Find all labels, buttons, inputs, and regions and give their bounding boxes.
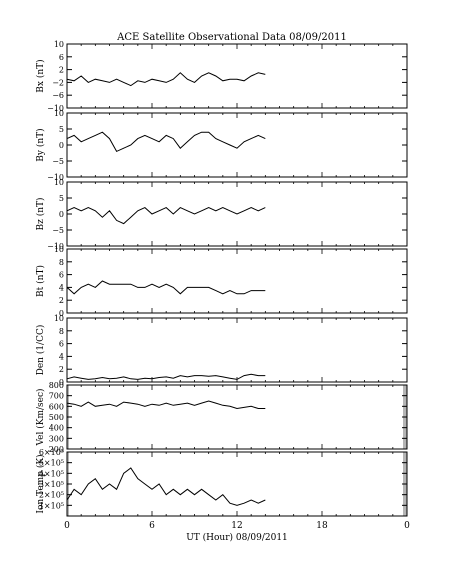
y-tick-label: 10: [54, 40, 64, 49]
y-tick-label: 0: [59, 141, 64, 150]
panel-2: 10 5 0 −5 −10 By (nT): [35, 109, 408, 182]
series-line: [66, 280, 266, 295]
y-tick-label: 6: [59, 53, 64, 62]
y-tick-label: 500: [49, 413, 64, 422]
y-tick-label: 4: [59, 352, 64, 361]
y-tick-label: 800: [49, 381, 64, 390]
y-tick-label: 0: [59, 210, 64, 219]
y-tick-label: 6×10⁵: [39, 448, 64, 457]
panel-frame: [66, 384, 408, 450]
y-axis-label: Bz (nT): [35, 197, 46, 230]
series-line: [66, 400, 266, 410]
y-tick-label: 0: [59, 378, 64, 387]
y-tick-label: 10: [54, 245, 64, 254]
panel-frame: [66, 43, 408, 109]
series-line: [66, 131, 266, 153]
panel-frame: [66, 451, 408, 517]
y-axis-label: Bt (nT): [35, 265, 46, 297]
y-tick-label: 2×10⁵: [39, 491, 64, 500]
y-tick-label: 400: [49, 424, 64, 433]
y-axis-label: Bx (nT): [35, 59, 46, 92]
y-tick-label: 700: [49, 392, 64, 401]
y-tick-label: 10: [54, 178, 64, 187]
x-tick-label: 0: [64, 521, 70, 531]
x-tick-label: 0: [404, 521, 410, 531]
y-tick-label: 8: [59, 258, 64, 267]
y-tick-label: 2: [59, 365, 64, 374]
panel-frame: [66, 112, 408, 178]
y-tick-label: 4: [59, 283, 64, 292]
series-line: [66, 207, 266, 225]
y-tick-label: 600: [49, 402, 64, 411]
y-tick-label: −5: [52, 226, 64, 235]
y-tick-label: 10: [54, 314, 64, 323]
x-axis-label: UT (Hour) 08/09/2011: [186, 532, 288, 543]
y-tick-label: 1×10⁵: [39, 501, 64, 510]
y-tick-label: −10: [47, 104, 64, 113]
panel-1: 10 6 2 −2 −6 −10 Bx (nT): [35, 40, 408, 113]
y-tick-label: −10: [47, 242, 64, 251]
y-tick-label: 4×10⁵: [39, 469, 64, 478]
y-tick-label: −5: [52, 157, 64, 166]
y-tick-label: 2: [59, 296, 64, 305]
y-tick-label: 6: [59, 271, 64, 280]
panel-frame: [66, 248, 408, 314]
y-tick-label: 200: [49, 445, 64, 454]
y-axis-label: Den (1/CC): [35, 325, 46, 376]
y-tick-label: 300: [49, 434, 64, 443]
chart-title: ACE Satellite Observational Data 08/09/2…: [116, 32, 347, 43]
y-tick-label: −10: [47, 173, 64, 182]
y-tick-label: −2: [52, 78, 64, 87]
panel-frame: [66, 317, 408, 383]
y-tick-label: 6: [59, 340, 64, 349]
series-line: [66, 72, 266, 87]
y-tick-label: 0: [59, 309, 64, 318]
x-tick-label: 18: [316, 521, 328, 531]
y-axis-label: Vel (Km/sec): [35, 388, 46, 446]
y-axis-label: By (nT): [35, 128, 46, 161]
panel-5: 10 8 6 4 2 0 Den (1/CC): [35, 314, 408, 387]
panel-3: 10 5 0 −5 −10 Bz (nT): [35, 178, 408, 251]
x-axis: 0 6 12 18 0: [64, 521, 410, 531]
panels: 10 6 2 −2 −6 −10 Bx (nT) 10 5 0 −5 −10 By (nT) 10 5 0 −5…: [35, 40, 408, 517]
series-line: [66, 373, 266, 380]
y-axis-label: Ion Temp (K): [35, 454, 46, 513]
y-tick-label: 5: [59, 125, 64, 134]
series-line: [66, 467, 266, 506]
y-tick-label: 3×10⁵: [39, 480, 64, 489]
y-tick-label: 8: [59, 327, 64, 336]
panel-4: 10 8 6 4 2 0 Bt (nT): [35, 245, 408, 318]
y-tick-label: 5: [59, 194, 64, 203]
x-tick-label: 12: [231, 521, 242, 531]
x-tick-label: 6: [149, 521, 155, 531]
y-tick-label: 2: [59, 66, 64, 75]
y-tick-label: −6: [52, 91, 64, 100]
y-tick-label: 5×10⁵: [39, 459, 64, 468]
y-tick-label: 10: [54, 109, 64, 118]
